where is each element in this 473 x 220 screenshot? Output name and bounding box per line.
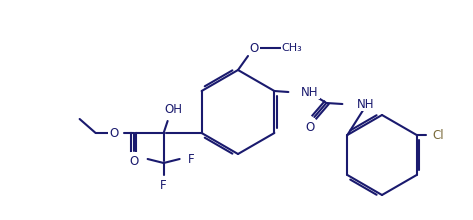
- Text: F: F: [160, 178, 167, 191]
- Text: F: F: [132, 152, 139, 165]
- Text: O: O: [109, 126, 118, 139]
- Text: OH: OH: [165, 103, 183, 116]
- Text: NH: NH: [301, 86, 319, 99]
- Text: CH₃: CH₃: [281, 43, 302, 53]
- Text: Cl: Cl: [433, 128, 445, 141]
- Text: F: F: [188, 152, 195, 165]
- Text: O: O: [306, 121, 315, 134]
- Text: O: O: [129, 154, 138, 167]
- Text: NH: NH: [358, 97, 375, 110]
- Text: O: O: [249, 42, 259, 55]
